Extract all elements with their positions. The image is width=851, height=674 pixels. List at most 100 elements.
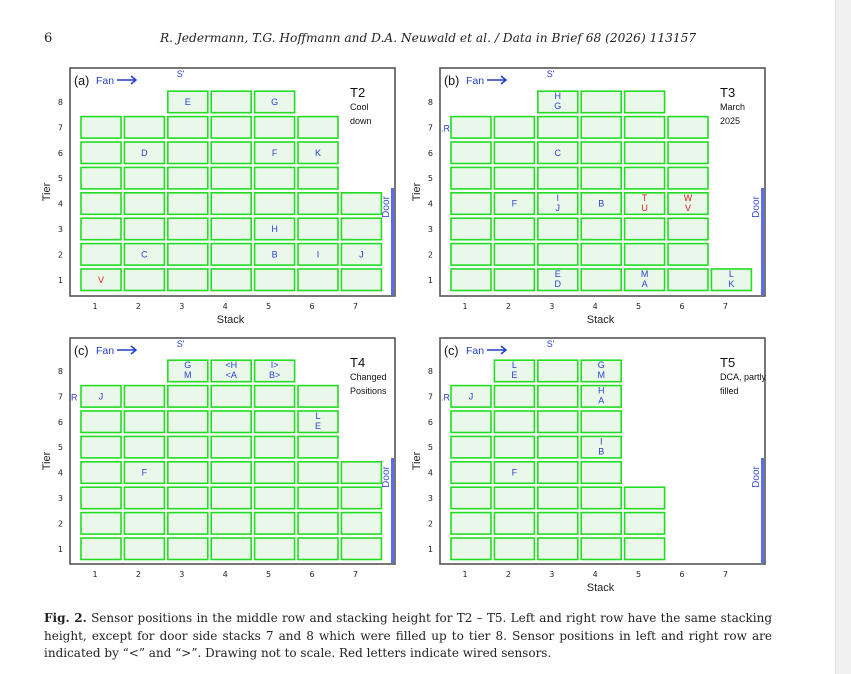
x-tick-label: 7 [723,570,728,579]
y-tick-label: 7 [428,392,433,401]
bin-box [253,486,296,510]
bin-box [623,217,666,241]
bin-box [450,435,492,459]
bin-box [253,141,296,165]
sensor-label: I [557,193,560,203]
bin-box [340,460,383,485]
bin-box [253,166,296,190]
page-number: 6 [44,31,53,46]
fan-label: Fan [466,345,484,357]
bin-box [450,166,492,190]
bin-box [167,115,209,139]
bin-box [210,268,252,292]
sensor-label: M [597,370,605,380]
bin-box [210,192,252,216]
fan-arrow-icon [487,75,508,85]
bin-box [580,90,623,114]
bin-box [580,511,623,535]
bin-box [580,384,623,408]
y-axis-label: Tier [41,451,53,470]
bin-box [123,192,166,216]
bin-box [80,435,122,459]
bin-box [623,115,666,139]
y-tick-label: 3 [428,225,433,234]
door-label: Door [751,465,762,487]
panel-1: Door 1 2 3 4 5 6 7 8 1 2 3 4 5 6 7 Tier Stack (a) Fan S' T2 Co… [41,67,396,326]
x-tick-label: 3 [179,570,184,579]
y-tick-label: 5 [428,174,433,183]
bin-box [123,537,166,561]
fan-arrow-icon [117,345,138,355]
sensor-label: V [685,203,691,213]
sensor-label: J [469,391,474,401]
y-tick-label: 4 [428,200,433,209]
y-tick-label: 6 [428,418,433,427]
bin-box [536,141,579,165]
bin-box [167,511,209,535]
x-axis-label: Stack [217,314,245,326]
bin-box [340,242,383,266]
y-tick-label: 7 [58,123,63,132]
sensor-label: H [271,224,278,234]
bin-box [580,435,623,459]
fan-arrow-icon [117,75,138,85]
y-tick-label: 8 [428,367,433,376]
x-axis-label: Stack [587,314,615,326]
sensor-label: L [512,360,517,370]
panel-title: T4 [350,355,365,370]
s-prime-label: S' [547,69,555,79]
sensor-label: K [728,279,734,289]
y-tick-label: 1 [58,276,63,285]
bin-box [253,115,296,139]
bin-box [297,268,339,292]
bin-box [580,359,623,383]
fan-arrow-icon [487,345,508,355]
y-tick-label: 8 [428,98,433,107]
bin-box [536,217,579,241]
y-tick-label: 4 [58,200,63,209]
bin-box [623,141,666,165]
y-tick-label: 5 [58,443,63,452]
x-tick-label: 6 [309,302,314,311]
panel-description: Positions [350,386,387,396]
bin-box [450,268,492,292]
r-label: .R [441,123,451,133]
sensor-label: F [272,148,278,158]
x-tick-label: 2 [136,570,141,579]
y-tick-label: 2 [428,519,433,528]
x-tick-label: 5 [266,570,271,579]
bin-box [450,511,492,535]
bin-box [297,115,339,139]
sensor-label: C [555,148,562,158]
sensor-label: I [600,436,603,446]
bin-box [167,90,209,114]
bin-box [253,268,296,292]
bin-box [536,435,579,459]
x-tick-label: 3 [549,570,554,579]
bin-box [450,192,492,216]
bin-box [580,192,623,216]
bin-box [493,268,536,292]
bin-box [167,359,209,383]
panel-title: T5 [720,355,735,370]
sensor-label: H [598,386,605,396]
sensor-label: G [554,101,561,111]
bin-box [710,268,753,292]
bin-box [123,217,166,241]
bin-box [493,384,536,408]
bin-box [210,410,252,434]
sensor-label: D [141,148,148,158]
y-tick-label: 1 [428,276,433,285]
bin-box [210,511,252,535]
bin-box [580,242,623,266]
bin-box [667,166,709,190]
sensor-label: L [315,411,320,421]
bin-box [493,359,536,383]
bin-box [536,166,579,190]
sensor-label: I [317,249,320,259]
sensor-label: M [641,269,649,279]
bin-box [210,90,252,114]
y-tick-label: 1 [428,545,433,554]
vertical-scrollbar[interactable] [835,0,851,674]
bin-box [536,359,579,383]
